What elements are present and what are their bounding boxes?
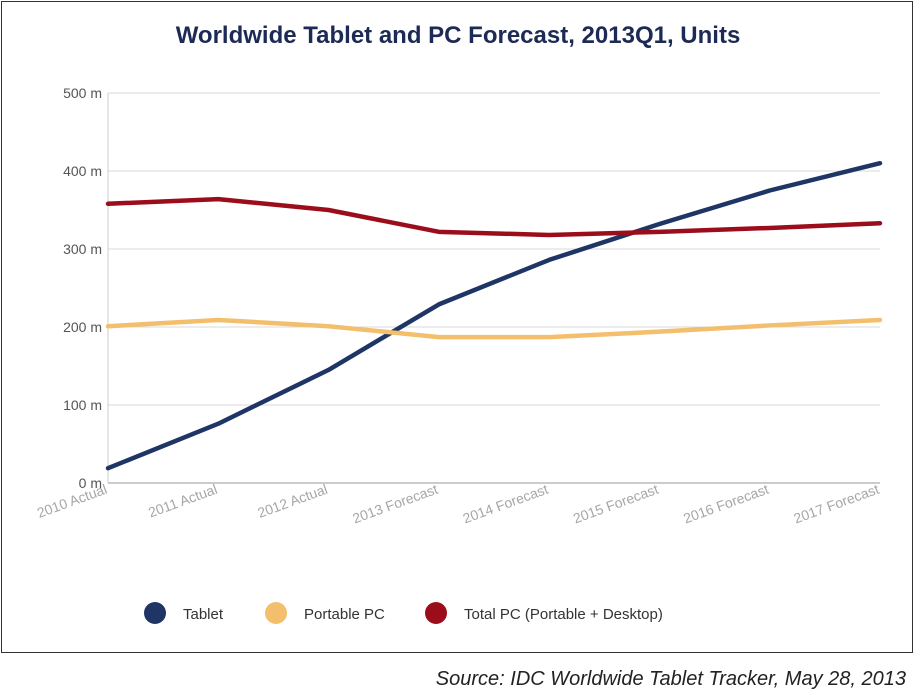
legend-marker [144, 602, 166, 624]
x-tick-label: 2013 Forecast [350, 481, 440, 527]
y-tick-label: 500 m [63, 85, 102, 101]
x-tick-label: 2014 Forecast [461, 481, 551, 527]
legend-label: Portable PC [304, 606, 385, 623]
grid-layer: 0 m 100 m 200 m 300 m 400 m 500 m 2010 Actual 2… [35, 85, 881, 526]
legend-marker [265, 602, 287, 624]
x-tick-label: 2010 Actual [35, 481, 109, 521]
y-tick-label: 300 m [63, 241, 102, 257]
legend-label: Total PC (Portable + Desktop) [464, 606, 663, 623]
series-line-tablet [105, 160, 883, 471]
y-tick-label: 100 m [63, 397, 102, 413]
y-tick-label: 200 m [63, 319, 102, 335]
series-line-portable-pc [105, 317, 883, 340]
y-tick-label: 400 m [63, 163, 102, 179]
y-tick-label: 0 m [79, 475, 102, 491]
series-line-total-pc-portable-desktop [105, 196, 883, 238]
x-tick-label: 2011 Actual [146, 481, 219, 521]
chart-title: Worldwide Tablet and PC Forecast, 2013Q1… [175, 22, 741, 49]
source-note: Source: IDC Worldwide Tablet Tracker, Ma… [435, 668, 906, 690]
x-tick-label: 2017 Forecast [791, 481, 881, 527]
x-tick-label: 2012 Actual [255, 481, 329, 521]
x-tick-label: 2016 Forecast [681, 481, 771, 527]
series-layer [105, 160, 883, 471]
x-tick-label: 2015 Forecast [571, 481, 661, 527]
legend: Tablet Portable PC Total PC (Portable + De… [144, 602, 663, 624]
legend-label: Tablet [183, 606, 224, 623]
legend-marker [425, 602, 447, 624]
